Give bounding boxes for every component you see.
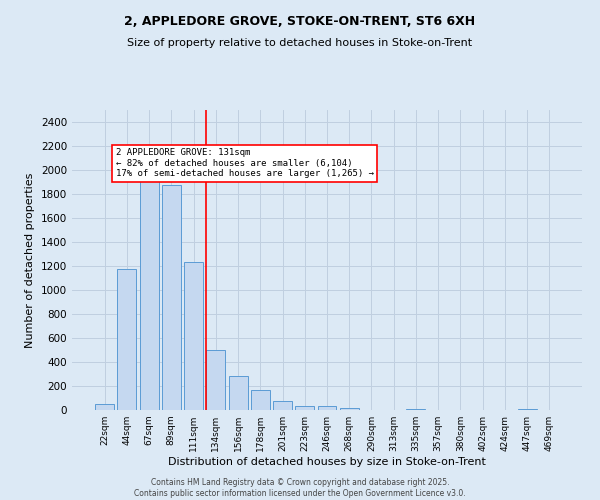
Bar [118,269,136,410]
Bar [317,406,337,410]
Text: Contains HM Land Registry data © Crown copyright and database right 2025.
Contai: Contains HM Land Registry data © Crown c… [134,478,466,498]
Text: Size of property relative to detached houses in Stoke-on-Trent: Size of property relative to detached ho… [127,38,473,48]
Bar [229,376,248,410]
Bar [206,350,225,410]
Bar [295,406,314,410]
Bar [184,262,203,410]
Bar [251,390,270,410]
Bar [273,401,292,410]
Bar [340,408,359,410]
X-axis label: Distribution of detached houses by size in Stoke-on-Trent: Distribution of detached houses by size … [168,457,486,467]
Bar [140,176,158,410]
Text: 2 APPLEDORE GROVE: 131sqm
← 82% of detached houses are smaller (6,104)
17% of se: 2 APPLEDORE GROVE: 131sqm ← 82% of detac… [116,148,374,178]
Y-axis label: Number of detached properties: Number of detached properties [25,172,35,348]
Bar [95,404,114,410]
Text: 2, APPLEDORE GROVE, STOKE-ON-TRENT, ST6 6XH: 2, APPLEDORE GROVE, STOKE-ON-TRENT, ST6 … [124,15,476,28]
Bar [162,185,181,410]
